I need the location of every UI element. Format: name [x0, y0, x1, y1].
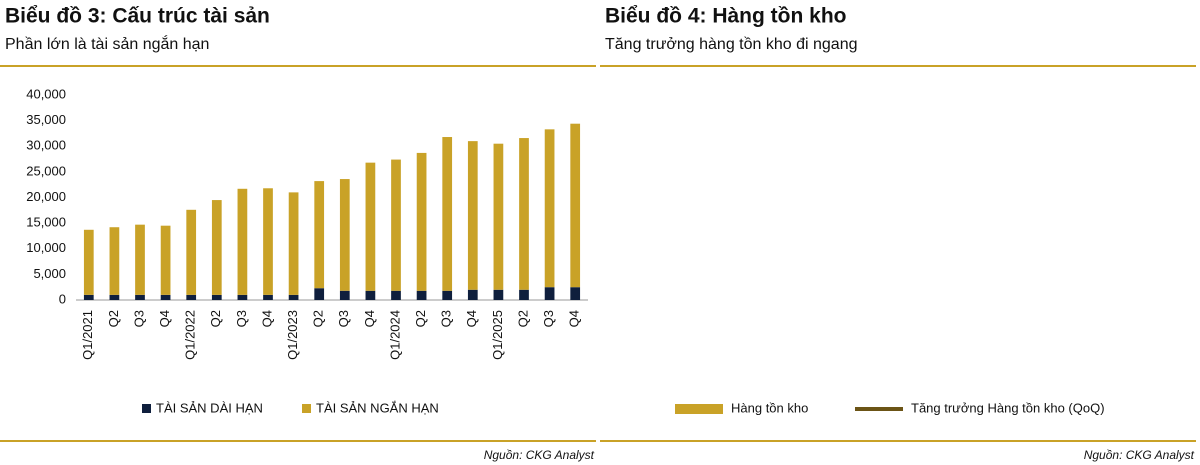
- bar-segment: [288, 192, 299, 295]
- legend-swatch: [142, 404, 151, 413]
- bar-segment: [442, 290, 453, 300]
- bar-segment: [160, 294, 171, 300]
- bar-segment: [263, 188, 273, 295]
- chart-title: Biểu đồ 3: Cấu trúc tài sản: [5, 5, 270, 28]
- bar-segment: [109, 227, 120, 295]
- bar-segment: [135, 294, 145, 300]
- x-tick-label: Q3: [541, 310, 556, 327]
- bar-segment: [314, 288, 325, 300]
- source: Nguồn: CKG Analyst: [484, 448, 595, 462]
- bar-segment: [519, 289, 529, 300]
- bar-segment: [365, 290, 376, 300]
- x-tick-label: Q3: [131, 310, 146, 327]
- x-tick-label: Q2: [311, 310, 326, 327]
- bar-segment: [467, 289, 478, 300]
- bar-segment: [416, 152, 427, 291]
- bar-segment: [467, 141, 478, 290]
- bar-segment: [365, 162, 376, 291]
- x-tick-label: Q2: [515, 310, 530, 327]
- x-tick-label: Q2: [208, 310, 223, 327]
- x-tick-label: Q3: [439, 310, 454, 327]
- bar-segment: [570, 123, 581, 288]
- bar-segment: [263, 294, 273, 300]
- bar-segment: [135, 224, 145, 295]
- bar-segment: [237, 188, 248, 295]
- chart-subtitle: Tăng trưởng hàng tồn kho đi ngang: [605, 36, 858, 53]
- x-tick-label: Q2: [413, 310, 428, 327]
- bar-segment: [237, 294, 248, 300]
- legend-swatch: [675, 404, 723, 414]
- bar-segment: [109, 294, 120, 300]
- bar-segment: [519, 138, 529, 290]
- y-tick-label: 15,000: [26, 215, 66, 230]
- chart-subtitle: Phần lớn là tài sản ngắn hạn: [5, 34, 209, 53]
- x-tick-label: Q3: [234, 310, 249, 327]
- y-tick-label: 35,000: [26, 112, 66, 127]
- x-tick-label: Q4: [362, 310, 377, 327]
- bar-segment: [544, 129, 555, 288]
- bar-segment: [339, 179, 350, 291]
- bar-segment: [493, 143, 504, 290]
- legend-label: Tăng trưởng Hàng tồn kho (QoQ): [911, 400, 1105, 415]
- bar-segment: [416, 290, 427, 300]
- x-tick-label: Q4: [464, 310, 479, 327]
- bar-segment: [186, 209, 197, 295]
- source: Nguồn: CKG Analyst: [1084, 448, 1195, 462]
- y-tick-label: 10,000: [26, 240, 66, 255]
- bar-segment: [391, 159, 401, 291]
- x-tick-label: Q4: [157, 310, 172, 327]
- legend-swatch: [302, 404, 311, 413]
- legend-label: Hàng tồn kho: [731, 400, 808, 415]
- y-tick-label: 0: [59, 291, 66, 306]
- bar-segment: [442, 137, 453, 291]
- x-tick-label: Q1/2024: [387, 310, 402, 360]
- x-tick-label: Q1/2025: [490, 310, 505, 360]
- bar-segment: [544, 287, 555, 300]
- y-tick-label: 20,000: [26, 189, 66, 204]
- bar-segment: [339, 290, 350, 300]
- bar-segment: [160, 225, 171, 295]
- legend-label: TÀI SẢN DÀI HẠN: [156, 400, 263, 415]
- bar-segment: [570, 287, 581, 300]
- x-tick-label: Q1/2022: [183, 310, 198, 360]
- bar-segment: [288, 294, 299, 300]
- bar-segment: [493, 289, 504, 300]
- chart-title: Biểu đồ 4: Hàng tồn kho: [605, 5, 847, 28]
- y-tick-label: 40,000: [26, 86, 66, 101]
- bar-segment: [391, 290, 401, 300]
- y-tick-label: 25,000: [26, 163, 66, 178]
- x-tick-label: Q4: [567, 310, 582, 327]
- legend-label: TÀI SẢN NGẮN HẠN: [316, 400, 439, 415]
- bar-segment: [83, 229, 94, 295]
- x-tick-label: Q3: [336, 310, 351, 327]
- x-tick-label: Q2: [106, 310, 121, 327]
- bar-segment: [211, 294, 222, 300]
- bar-segment: [186, 294, 197, 300]
- x-tick-label: Q1/2023: [285, 310, 300, 360]
- bar-segment: [211, 200, 222, 295]
- x-tick-label: Q4: [259, 310, 274, 327]
- bar-segment: [314, 181, 325, 289]
- bar-segment: [83, 294, 94, 300]
- y-tick-label: 5,000: [33, 266, 66, 281]
- y-tick-label: 30,000: [26, 138, 66, 153]
- x-tick-label: Q1/2021: [80, 310, 95, 360]
